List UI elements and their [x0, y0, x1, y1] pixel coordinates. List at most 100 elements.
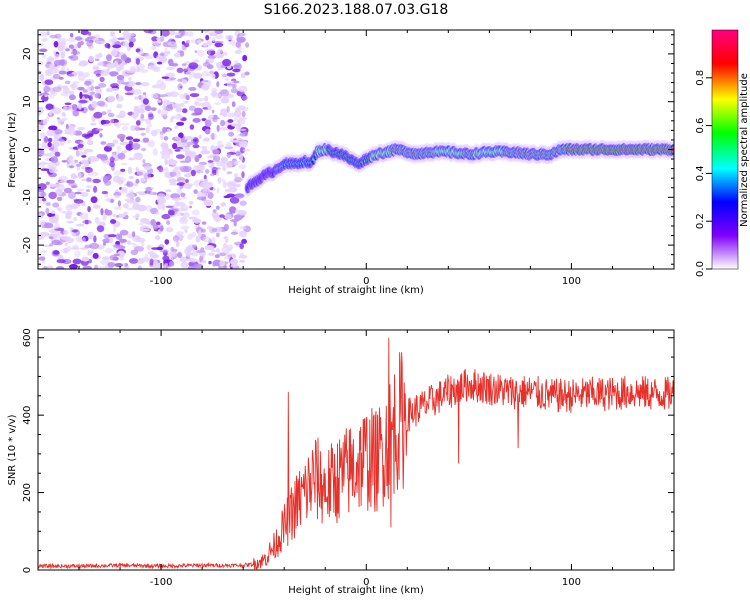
noise-speckle [167, 58, 174, 66]
noise-speckle [119, 238, 127, 243]
noise-speckle [242, 148, 251, 152]
noise-speckle [49, 243, 54, 247]
noise-speckle [57, 118, 62, 125]
noise-speckle [100, 208, 104, 216]
noise-speckle [159, 82, 167, 90]
noise-speckle [164, 263, 169, 266]
noise-speckle [245, 42, 250, 48]
noise-speckle [235, 194, 244, 199]
noise-speckle [166, 128, 171, 132]
snr-y-tick-label: 0 [22, 567, 33, 573]
noise-speckle [157, 109, 161, 115]
noise-speckle [180, 204, 189, 212]
noise-speckle [102, 123, 112, 127]
noise-speckle [96, 54, 102, 59]
noise-speckle [83, 148, 94, 153]
noise-speckle [157, 94, 168, 98]
snr-frame [37, 329, 675, 571]
noise-speckle [52, 86, 62, 93]
noise-speckle [189, 93, 200, 98]
noise-speckle [212, 149, 220, 155]
noise-speckle [84, 219, 89, 225]
noise-speckle [162, 126, 167, 134]
noise-speckle [196, 196, 206, 201]
noise-speckle [92, 66, 100, 71]
noise-speckle [43, 265, 48, 269]
noise-speckle [96, 100, 106, 107]
noise-speckle [193, 59, 200, 63]
noise-speckle [125, 192, 135, 198]
noise-speckle [119, 110, 126, 118]
noise-speckle [117, 133, 126, 140]
noise-speckle [202, 42, 208, 47]
noise-speckle [135, 217, 139, 220]
noise-speckle [235, 151, 241, 157]
noise-speckle [98, 83, 107, 88]
noise-speckle [110, 199, 114, 203]
noise-speckle [197, 49, 205, 57]
noise-speckle [216, 124, 220, 132]
noise-speckle [177, 83, 183, 91]
noise-speckle [207, 55, 216, 60]
noise-speckle [165, 227, 174, 233]
noise-speckle [44, 79, 54, 85]
noise-speckle [48, 111, 53, 116]
noise-speckle [204, 95, 209, 102]
noise-speckle [198, 161, 208, 166]
noise-speckle [233, 220, 237, 227]
noise-speckle [128, 77, 132, 81]
noise-speckle [53, 133, 59, 140]
noise-speckle [241, 110, 246, 118]
noise-speckle [68, 44, 74, 49]
noise-speckle [66, 179, 75, 184]
noise-speckle [58, 210, 67, 213]
colorbar-tick-label: 0.0 [695, 261, 706, 277]
noise-speckle [53, 59, 64, 66]
noise-speckle [95, 73, 101, 77]
noise-speckle [77, 86, 85, 91]
noise-speckle [60, 119, 66, 123]
noise-speckle [142, 137, 150, 143]
noise-speckle [193, 263, 204, 269]
noise-speckle [109, 254, 118, 261]
noise-speckle [85, 189, 91, 192]
noise-speckle [176, 187, 182, 195]
noise-speckle [182, 212, 190, 218]
noise-speckle [74, 36, 83, 41]
noise-speckle [220, 144, 225, 148]
noise-speckle [95, 128, 104, 131]
noise-speckle [135, 191, 145, 194]
noise-speckle [207, 160, 214, 163]
noise-speckle [185, 179, 189, 183]
noise-speckle [78, 72, 83, 77]
noise-speckle [222, 58, 232, 67]
noise-speckle [239, 243, 244, 250]
noise-speckle [80, 30, 89, 36]
noise-speckle [122, 263, 126, 266]
noise-speckle [80, 159, 89, 165]
heatmap-y-axis-label: Frequency (Hz) [7, 112, 18, 188]
noise-speckle [168, 210, 175, 216]
noise-speckle [234, 49, 243, 55]
noise-speckle [240, 252, 244, 256]
noise-speckle [241, 171, 245, 179]
noise-speckle [124, 92, 134, 96]
noise-speckle [96, 153, 104, 159]
noise-speckle [219, 127, 229, 131]
figure-title: S166.2023.188.07.03.G18 [264, 2, 449, 18]
noise-speckle [138, 118, 146, 122]
noise-speckle [64, 102, 72, 106]
noise-speckle [226, 182, 235, 189]
noise-speckle [175, 154, 185, 160]
noise-speckle [169, 171, 177, 177]
noise-speckle [225, 161, 233, 169]
noise-speckle [194, 100, 199, 106]
noise-speckle [131, 142, 141, 150]
noise-speckle [116, 145, 122, 152]
noise-speckle [195, 97, 206, 102]
noise-speckle [67, 73, 75, 77]
noise-speckle [148, 113, 154, 120]
noise-speckle [81, 256, 90, 262]
noise-speckle [94, 58, 100, 62]
noise-speckle [90, 85, 94, 91]
